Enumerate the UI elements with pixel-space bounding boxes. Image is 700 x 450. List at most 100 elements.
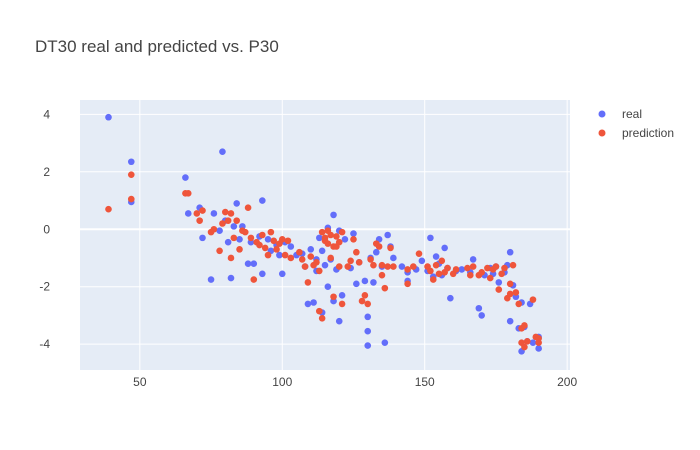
data-point-prediction[interactable] (127, 195, 135, 203)
data-point-prediction[interactable] (287, 254, 295, 262)
data-point-prediction[interactable] (415, 250, 423, 257)
data-point-prediction[interactable] (350, 236, 357, 243)
data-point-prediction[interactable] (344, 263, 352, 270)
data-point-real[interactable] (372, 248, 380, 256)
data-point-prediction[interactable] (515, 300, 523, 308)
data-point-real[interactable] (338, 292, 346, 299)
data-point-prediction[interactable] (375, 243, 383, 250)
data-point-prediction[interactable] (316, 307, 323, 315)
data-point-prediction[interactable] (307, 253, 315, 260)
data-point-real[interactable] (316, 234, 323, 242)
data-point-prediction[interactable] (432, 261, 440, 269)
data-point-real[interactable] (182, 174, 189, 181)
data-point-real[interactable] (398, 263, 406, 270)
data-point-real[interactable] (216, 227, 223, 234)
data-point-real[interactable] (278, 270, 286, 278)
data-point-prediction[interactable] (233, 217, 240, 224)
data-point-prediction[interactable] (506, 280, 514, 288)
data-point-prediction[interactable] (230, 234, 238, 242)
data-point-prediction[interactable] (347, 257, 354, 265)
data-point-real[interactable] (535, 345, 542, 352)
data-point-real[interactable] (324, 283, 332, 291)
data-point-prediction[interactable] (327, 231, 334, 239)
data-point-real[interactable] (276, 251, 283, 259)
data-point-prediction[interactable] (196, 217, 203, 224)
data-point-prediction[interactable] (358, 297, 366, 305)
data-point-prediction[interactable] (330, 293, 337, 301)
data-point-prediction[interactable] (127, 171, 135, 178)
data-point-prediction[interactable] (338, 228, 346, 236)
data-point-prediction[interactable] (521, 322, 528, 329)
data-point-real[interactable] (233, 200, 240, 207)
data-point-real[interactable] (219, 148, 226, 156)
data-point-prediction[interactable] (429, 276, 437, 283)
data-point-prediction[interactable] (484, 264, 491, 272)
data-point-real[interactable] (364, 342, 372, 349)
data-point-prediction[interactable] (353, 248, 360, 256)
data-point-real[interactable] (236, 236, 243, 243)
data-point-prediction[interactable] (469, 263, 477, 270)
legend-item-prediction[interactable]: prediction (598, 126, 675, 140)
data-point-prediction[interactable] (335, 238, 343, 246)
data-point-prediction[interactable] (270, 237, 278, 245)
data-point-prediction[interactable] (221, 208, 229, 216)
data-point-real[interactable] (364, 313, 372, 321)
data-point-prediction[interactable] (498, 270, 505, 278)
data-point-prediction[interactable] (367, 256, 374, 263)
data-point-prediction[interactable] (267, 228, 275, 236)
data-point-real[interactable] (224, 238, 232, 246)
data-point-prediction[interactable] (338, 300, 346, 308)
data-point-real[interactable] (529, 339, 537, 347)
data-point-prediction[interactable] (466, 271, 474, 279)
data-point-real[interactable] (227, 274, 235, 282)
data-point-real[interactable] (230, 223, 238, 230)
data-point-prediction[interactable] (381, 284, 389, 292)
data-point-prediction[interactable] (278, 236, 286, 243)
data-point-real[interactable] (495, 279, 503, 286)
data-point-prediction[interactable] (378, 271, 386, 279)
data-point-real[interactable] (207, 276, 215, 283)
data-point-prediction[interactable] (478, 269, 485, 276)
data-point-prediction[interactable] (313, 258, 320, 266)
data-point-real[interactable] (418, 257, 426, 265)
data-point-prediction[interactable] (296, 248, 303, 256)
data-point-prediction[interactable] (281, 251, 289, 259)
data-point-real[interactable] (390, 254, 397, 262)
data-point-prediction[interactable] (495, 286, 503, 293)
data-point-prediction[interactable] (259, 231, 266, 239)
data-point-prediction[interactable] (227, 210, 235, 217)
data-point-real[interactable] (478, 312, 485, 319)
data-point-prediction[interactable] (506, 290, 514, 298)
data-point-prediction[interactable] (384, 263, 391, 270)
data-point-prediction[interactable] (193, 210, 201, 217)
data-point-prediction[interactable] (184, 190, 192, 197)
data-point-prediction[interactable] (304, 279, 312, 286)
legend-item-real[interactable]: real (598, 107, 643, 121)
data-point-prediction[interactable] (327, 254, 334, 262)
data-point-prediction[interactable] (387, 244, 394, 252)
data-point-real[interactable] (318, 247, 326, 255)
data-point-real[interactable] (506, 317, 514, 325)
data-point-real[interactable] (364, 327, 372, 335)
data-point-real[interactable] (458, 266, 466, 273)
data-point-prediction[interactable] (333, 233, 340, 240)
data-point-prediction[interactable] (273, 246, 280, 253)
data-point-real[interactable] (199, 234, 206, 242)
data-point-real[interactable] (304, 300, 312, 308)
data-point-prediction[interactable] (390, 263, 397, 270)
data-point-real[interactable] (441, 244, 448, 252)
data-point-prediction[interactable] (427, 267, 434, 275)
data-point-prediction[interactable] (370, 261, 377, 269)
data-point-prediction[interactable] (219, 220, 226, 227)
data-point-prediction[interactable] (261, 244, 269, 252)
data-point-prediction[interactable] (535, 335, 542, 342)
data-point-real[interactable] (264, 236, 272, 243)
data-point-prediction[interactable] (316, 267, 323, 275)
data-point-prediction[interactable] (284, 237, 292, 245)
data-point-real[interactable] (307, 246, 315, 253)
data-point-real[interactable] (469, 256, 477, 263)
data-point-real[interactable] (105, 113, 112, 121)
data-point-real[interactable] (321, 261, 329, 269)
data-point-prediction[interactable] (105, 205, 112, 213)
data-point-prediction[interactable] (435, 270, 443, 278)
